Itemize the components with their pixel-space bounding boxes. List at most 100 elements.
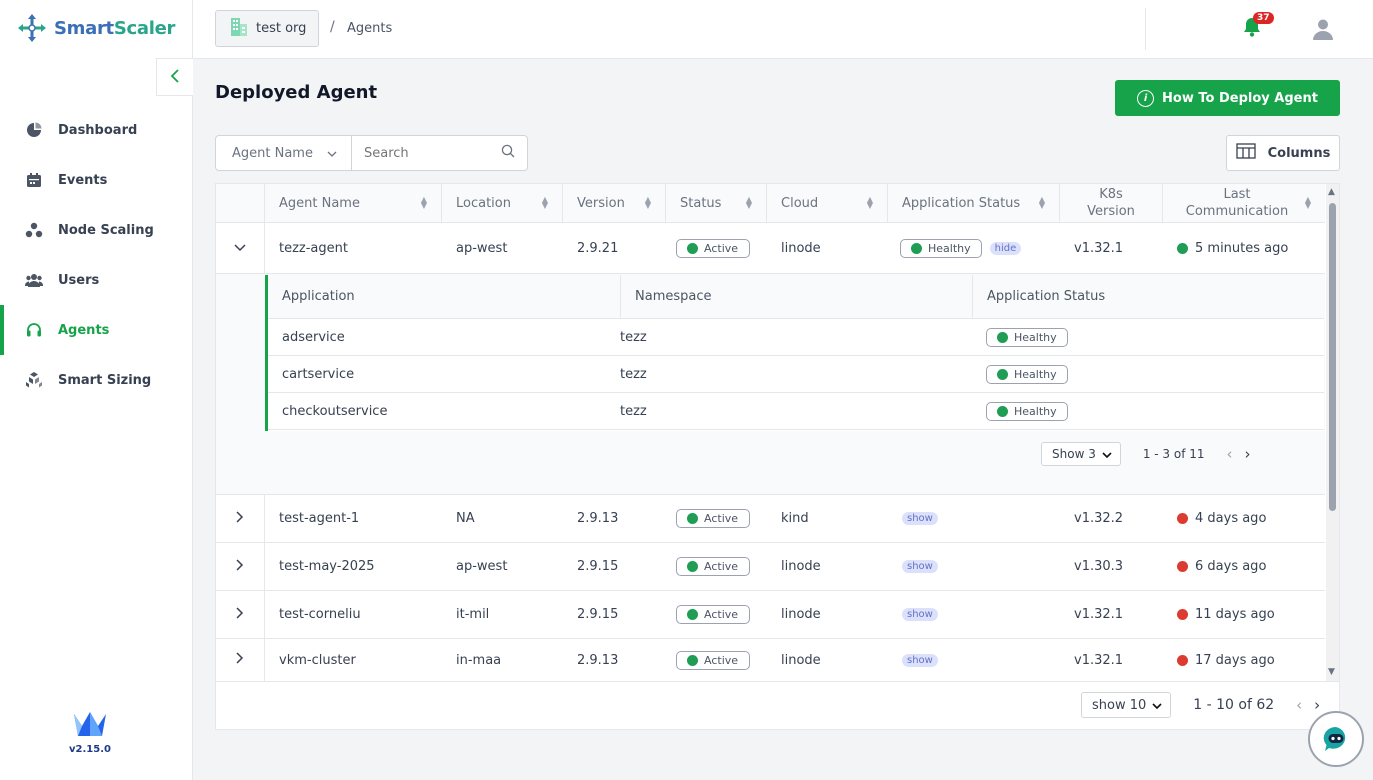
prev-page-icon[interactable]: ‹	[1226, 445, 1233, 463]
column-header-status[interactable]: Status ▲ ▼	[665, 184, 766, 222]
last-communication: 6 days ago	[1177, 543, 1266, 590]
agent-version: 2.9.15	[577, 607, 619, 622]
next-page-icon[interactable]: ›	[1244, 445, 1251, 463]
agent-name[interactable]: vkm-cluster	[279, 652, 356, 668]
sidebar-item-label: Agents	[58, 322, 110, 338]
column-header-agent-name[interactable]: Agent Name ▲ ▼	[264, 184, 441, 222]
scroll-down-icon[interactable]: ▼	[1328, 667, 1335, 677]
expand-row-button[interactable]	[216, 591, 265, 638]
health-dot	[997, 368, 1008, 380]
chatbot-icon	[1323, 726, 1346, 751]
sidebar-collapse-button[interactable]	[156, 58, 193, 96]
sidebar-item-smart-sizing[interactable]: Smart Sizing	[0, 355, 192, 405]
table-row[interactable]: test-corneliu it-mil 2.9.15 Active linod…	[216, 591, 1325, 639]
application-name: adservice	[282, 329, 345, 345]
chevron-right-icon	[236, 510, 244, 527]
filter-field-select[interactable]: Agent Name	[216, 136, 352, 170]
table-scrollbar[interactable]: ▲ ▼	[1326, 184, 1339, 681]
collapse-row-button[interactable]	[216, 223, 265, 273]
page-size-select[interactable]: show 10	[1081, 692, 1172, 718]
expand-row-button[interactable]	[216, 639, 265, 681]
agent-name[interactable]: test-may-2025	[279, 559, 375, 574]
agent-name[interactable]: test-corneliu	[279, 607, 361, 622]
chat-assistant-button[interactable]	[1308, 711, 1364, 767]
column-header-version[interactable]: Version ▲ ▼	[562, 184, 665, 222]
last-communication: 17 days ago	[1177, 639, 1275, 681]
user-avatar[interactable]	[1311, 17, 1335, 41]
show-apps-toggle[interactable]: show	[902, 543, 938, 590]
sort-icon[interactable]: ▲ ▼	[1304, 195, 1311, 210]
sub-page-size-select[interactable]: Show 3	[1041, 442, 1121, 466]
status-dot	[1177, 513, 1188, 524]
scroll-up-icon[interactable]: ▲	[1328, 187, 1335, 197]
status-dot	[1177, 242, 1188, 254]
smartscaler-logo-icon	[18, 14, 46, 42]
agent-version: 2.9.13	[577, 511, 619, 526]
expanded-row-panel: Application Namespace Application Status…	[216, 274, 1325, 495]
show-apps-toggle[interactable]: show	[902, 639, 938, 681]
brand-logo[interactable]: SmartScaler	[16, 12, 175, 44]
agent-name[interactable]: tezz-agent	[279, 240, 348, 256]
building-icon	[230, 17, 248, 41]
columns-button[interactable]: Columns	[1226, 135, 1340, 171]
sidebar-item-events[interactable]: Events	[0, 155, 192, 205]
filter-field-label: Agent Name	[232, 145, 313, 161]
version-label: v2.15.0	[69, 744, 111, 755]
agent-name[interactable]: test-agent-1	[279, 511, 360, 526]
table-row[interactable]: test-agent-1 NA 2.9.13 Active kind show …	[216, 495, 1325, 543]
agent-cloud: linode	[781, 240, 821, 256]
agents-table: Agent Name ▲ ▼ Location ▲ ▼ Version ▲ ▼ Status…	[215, 183, 1340, 730]
sub-table-header-row: Application Namespace Application Status	[268, 275, 1324, 319]
scrollbar-thumb[interactable]	[1329, 203, 1336, 511]
sort-icon[interactable]: ▲ ▼	[541, 195, 548, 210]
column-header-last-communication[interactable]: Last Communication ▲ ▼	[1162, 184, 1325, 222]
hide-apps-toggle[interactable]: hide	[989, 241, 1022, 255]
sort-icon[interactable]: ▲ ▼	[1038, 195, 1045, 210]
list-item: checkoutservice tezz Healthy	[268, 393, 1324, 430]
chevron-right-icon	[236, 652, 244, 668]
table-row[interactable]: vkm-cluster in-maa 2.9.13 Active linode …	[216, 639, 1325, 681]
sidebar-item-users[interactable]: Users	[0, 255, 192, 305]
sidebar-item-node-scaling[interactable]: Node Scaling	[0, 205, 192, 255]
expand-row-button[interactable]	[216, 495, 265, 542]
list-item: cartservice tezz Healthy	[268, 356, 1324, 393]
page-range: 1 - 10 of 62	[1193, 697, 1275, 713]
search-input[interactable]	[364, 145, 494, 161]
column-header-cloud[interactable]: Cloud ▲ ▼	[766, 184, 887, 222]
search-icon[interactable]	[501, 144, 515, 162]
agent-cloud: linode	[781, 559, 821, 574]
agent-version: 2.9.13	[577, 652, 619, 668]
expand-column-header	[216, 184, 264, 222]
show-apps-toggle[interactable]: show	[902, 495, 938, 542]
prev-page-icon[interactable]: ‹	[1296, 696, 1303, 714]
k8s-version: v1.32.1	[1074, 607, 1124, 622]
chevron-left-icon	[170, 67, 180, 88]
sort-icon[interactable]: ▲ ▼	[866, 195, 873, 210]
expand-row-button[interactable]	[216, 543, 265, 590]
status-badge: Active	[676, 639, 751, 681]
agent-cloud: linode	[781, 652, 821, 668]
status-dot	[687, 609, 698, 620]
sidebar-item-dashboard[interactable]: Dashboard	[0, 105, 192, 155]
show-apps-toggle[interactable]: show	[902, 591, 938, 638]
agent-cloud: linode	[781, 607, 821, 622]
sort-icon[interactable]: ▲ ▼	[745, 195, 752, 210]
sidebar-item-agents[interactable]: Agents	[0, 305, 192, 355]
list-item: adservice tezz Healthy	[268, 319, 1324, 356]
sort-icon[interactable]: ▲ ▼	[644, 195, 651, 210]
sidebar: SmartScaler Dashboard Events Node Scalin…	[0, 0, 193, 780]
org-selector-button[interactable]: test org	[215, 10, 319, 47]
table-row[interactable]: test-may-2025 ap-west 2.9.15 Active lino…	[216, 543, 1325, 591]
sort-icon[interactable]: ▲ ▼	[420, 195, 427, 210]
table-row-expanded[interactable]: tezz-agent ap-west 2.9.21 Active linode …	[216, 223, 1325, 274]
column-header-k8s-version[interactable]: K8s Version	[1059, 184, 1162, 222]
status-dot	[1177, 609, 1188, 620]
agent-location: ap-west	[456, 240, 508, 256]
column-header-application-status[interactable]: Application Status ▲ ▼	[887, 184, 1059, 222]
notifications-button[interactable]: 37	[1241, 12, 1274, 42]
how-to-deploy-agent-button[interactable]: i How To Deploy Agent	[1115, 80, 1340, 116]
next-page-icon[interactable]: ›	[1314, 696, 1321, 714]
sub-table-pagination: Show 3 1 - 3 of 11 ‹ ›	[1041, 442, 1251, 466]
column-header-location[interactable]: Location ▲ ▼	[441, 184, 562, 222]
health-badge: Healthy	[900, 238, 982, 258]
